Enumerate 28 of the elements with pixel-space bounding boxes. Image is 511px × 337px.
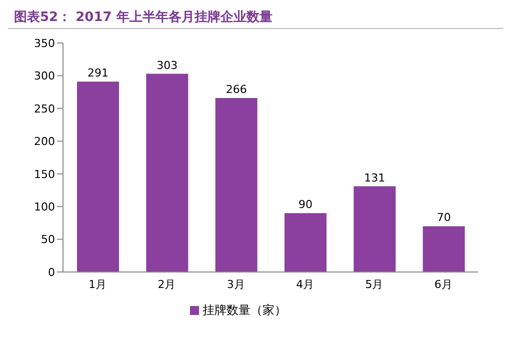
y-tick-label: 50 [41, 233, 55, 246]
data-label: 90 [298, 198, 312, 212]
y-tick-label: 150 [34, 168, 55, 181]
data-label: 131 [364, 171, 386, 184]
bar [215, 98, 258, 272]
y-tick-label: 0 [48, 266, 55, 279]
x-tick-label: 6月 [434, 278, 452, 291]
x-tick-label: 3月 [226, 278, 245, 291]
bar [284, 213, 326, 272]
chart-title: 图表52： 2017 年上半年各月挂牌企业数量 [8, 8, 503, 29]
y-tick-label: 350 [34, 36, 55, 50]
y-tick-label: 300 [34, 70, 55, 83]
x-tick-label: 4月 [296, 278, 314, 291]
bar [354, 186, 396, 272]
y-tick-label: 100 [34, 200, 55, 214]
x-tick-label: 1月 [88, 278, 107, 291]
bar [146, 74, 188, 272]
bar [422, 226, 465, 272]
x-tick-label: 2月 [158, 278, 176, 291]
y-tick-label: 250 [34, 102, 55, 116]
data-label: 70 [436, 211, 451, 224]
legend-label: 挂牌数量（家） [202, 303, 286, 317]
y-tick-label: 200 [34, 135, 55, 148]
data-label: 266 [226, 82, 247, 96]
bar [77, 82, 119, 272]
x-tick-label: 5月 [365, 278, 384, 291]
data-label: 291 [88, 66, 108, 80]
data-label: 303 [156, 58, 178, 72]
